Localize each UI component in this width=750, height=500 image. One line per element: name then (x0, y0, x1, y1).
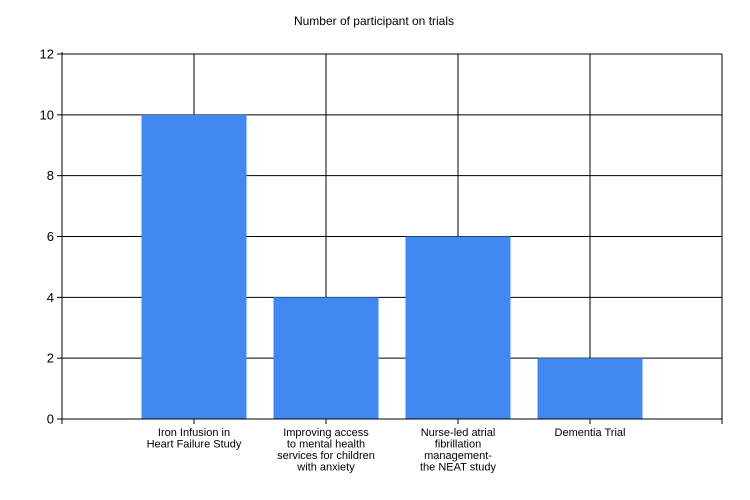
x-category-label-line: the NEAT study (420, 462, 497, 474)
x-category-label: Improving access to mental health services… (277, 427, 375, 474)
x-category-label-line: with anxiety (296, 462, 355, 474)
x-category-label-line: management- (424, 450, 492, 462)
chart-title: Number of participant on trials (294, 14, 454, 28)
bar (141, 114, 247, 419)
x-category-label-line: fibrillation (435, 439, 481, 451)
x-category-label-line: Improving access (283, 427, 369, 439)
x-category-label: Dementia Trial (555, 427, 626, 439)
x-category-label-line: Nurse-led atrial (421, 427, 496, 439)
y-tick-label: 10 (40, 107, 54, 122)
x-category-label-line: services for children (277, 450, 375, 462)
bars (141, 114, 643, 419)
x-category-label: Nurse-led atrial fibrillation management-t… (420, 427, 497, 474)
y-tick-label: 12 (40, 47, 54, 62)
x-category-label-line: to mental health (287, 439, 365, 451)
x-category-label-line: Dementia Trial (555, 427, 626, 439)
y-tick-label: 6 (47, 229, 54, 244)
y-tick-label: 4 (47, 290, 54, 305)
bar (405, 236, 511, 419)
x-category-label-line: Heart Failure Study (147, 439, 242, 451)
y-tick-label: 8 (47, 168, 54, 183)
y-tick-label: 2 (47, 351, 54, 366)
bar (273, 297, 379, 419)
x-category-label: Iron Infusion in Heart Failure Study (147, 427, 242, 451)
y-axis-ticks: 0 2 4 6 8 10 12 (40, 47, 62, 427)
axes (58, 52, 723, 424)
bar (537, 358, 643, 419)
x-category-label-line: Iron Infusion in (158, 427, 230, 439)
y-tick-label: 0 (47, 412, 54, 427)
x-axis-labels: Iron Infusion in Heart Failure Study Impro… (147, 427, 626, 474)
